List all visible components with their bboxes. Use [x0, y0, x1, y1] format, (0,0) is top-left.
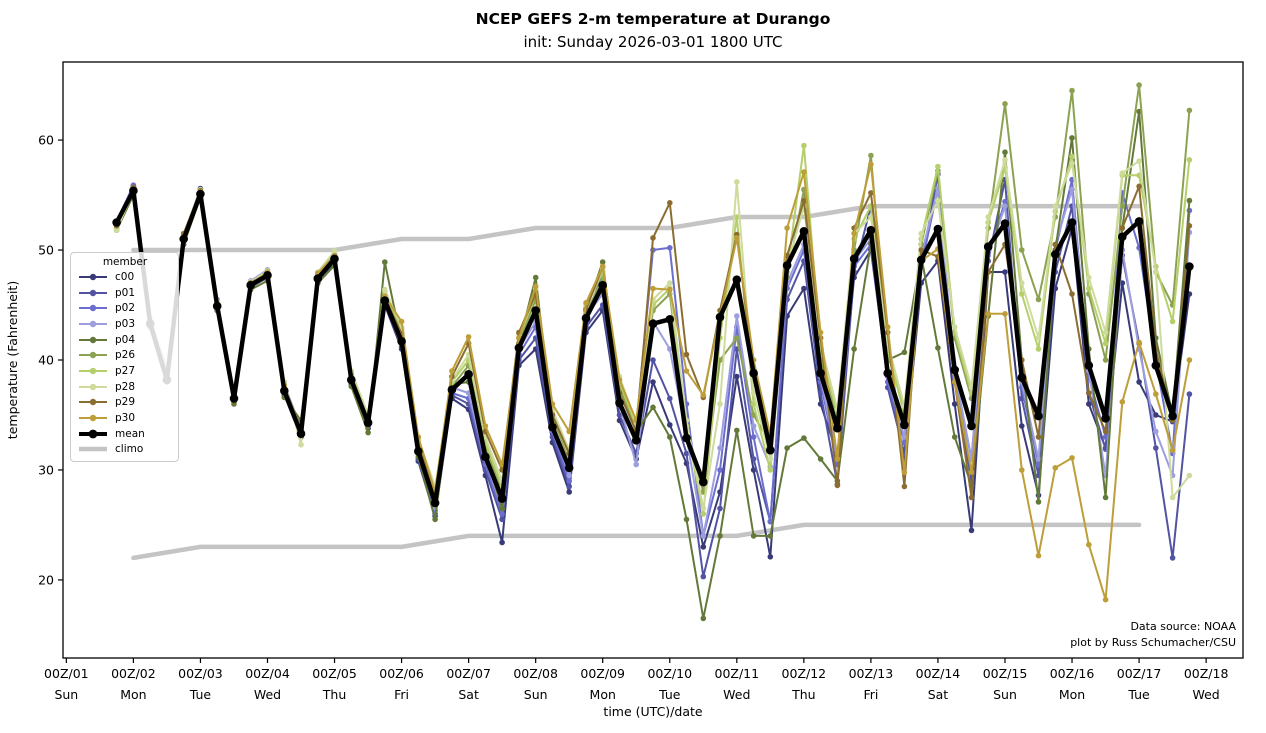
- data-source-note: Data source: NOAA: [1130, 620, 1236, 633]
- legend-label: p29: [115, 396, 136, 409]
- legend-line-sample: [79, 447, 107, 452]
- legend-label: p03: [115, 317, 136, 330]
- x-axis-label: time (UTC)/date: [603, 704, 702, 719]
- x-tick-label-utc: 00Z/14: [916, 666, 961, 681]
- legend-label: p28: [115, 380, 136, 393]
- legend-item-p29: p29: [78, 395, 172, 411]
- legend-item-c00: c00: [78, 269, 172, 285]
- x-tick-label-utc: 00Z/01: [44, 666, 89, 681]
- x-tick-label-utc: 00Z/07: [446, 666, 491, 681]
- legend-item-p01: p01: [78, 285, 172, 301]
- legend-item-p04: p04: [78, 332, 172, 348]
- x-tick-label-utc: 00Z/18: [1184, 666, 1229, 681]
- x-tick-label-day: Wed: [723, 687, 750, 702]
- legend-label: p26: [115, 349, 136, 362]
- legend-line-sample: [79, 399, 107, 406]
- x-tick-label-day: Fri: [394, 687, 409, 702]
- x-tick-label-day: Sat: [458, 687, 479, 702]
- legend-rows: c00 p01 p02 p03 p04 p26 p27 p28 p29 p30 mean climo: [78, 269, 172, 457]
- x-tick-label-utc: 00Z/16: [1050, 666, 1095, 681]
- legend-item-climo: climo: [78, 442, 172, 458]
- x-tick-label-utc: 00Z/09: [580, 666, 625, 681]
- x-tick-label-day: Wed: [1192, 687, 1219, 702]
- x-tick-label-utc: 00Z/17: [1117, 666, 1162, 681]
- chart-subtitle: init: Sunday 2026-03-01 1800 UTC: [523, 33, 782, 51]
- legend-label: mean: [115, 427, 145, 440]
- x-tick-label-utc: 00Z/15: [983, 666, 1028, 681]
- x-tick-label-utc: 00Z/03: [178, 666, 223, 681]
- legend-line-sample: [79, 305, 107, 312]
- legend-item-p03: p03: [78, 316, 172, 332]
- y-axis-label: temperature (Fahrenheit): [5, 281, 20, 439]
- x-tick-label-day: Mon: [120, 687, 146, 702]
- legend-item-mean: mean: [78, 426, 172, 442]
- y-tick-label: 40: [38, 353, 54, 368]
- x-tick-label-utc: 00Z/10: [647, 666, 692, 681]
- legend-label: p02: [115, 302, 136, 315]
- legend-label: p04: [115, 333, 136, 346]
- legend-title: member: [102, 256, 148, 268]
- legend-line-sample: [79, 352, 107, 359]
- legend-item-p28: p28: [78, 379, 172, 395]
- legend-line-sample: [79, 273, 107, 281]
- legend-label: climo: [115, 443, 144, 456]
- x-tick-label-day: Tue: [189, 687, 212, 702]
- legend-line-sample: [79, 320, 107, 328]
- x-tick-label-day: Fri: [863, 687, 878, 702]
- x-tick-label-day: Sun: [54, 687, 78, 702]
- chart-title: NCEP GEFS 2-m temperature at Durango: [476, 10, 831, 28]
- x-tick-label-day: Sun: [524, 687, 548, 702]
- axes-layer: 00Z/01 Sun 00Z/02 Mon 00Z/03 Tue 00Z/04 Wed 00Z/…: [38, 61, 1244, 702]
- series-mean: [112, 186, 1194, 508]
- x-tick-label-day: Sun: [993, 687, 1017, 702]
- legend: member c00 p01 p02 p03 p04 p26 p27 p28 p29 p30 mea…: [70, 252, 179, 463]
- legend-item-p26: p26: [78, 347, 172, 363]
- legend-item-p27: p27: [78, 363, 172, 379]
- x-tick-label-day: Mon: [590, 687, 616, 702]
- y-tick-label: 60: [38, 133, 54, 148]
- x-tick-label-utc: 00Z/06: [379, 666, 424, 681]
- x-tick-label-day: Mon: [1059, 687, 1085, 702]
- series-layer: [112, 82, 1194, 622]
- credit-note: plot by Russ Schumacher/CSU: [1070, 636, 1236, 649]
- legend-label: p30: [115, 412, 136, 425]
- x-tick-label-utc: 00Z/08: [513, 666, 558, 681]
- x-tick-label-utc: 00Z/05: [312, 666, 357, 681]
- x-tick-label-utc: 00Z/12: [782, 666, 827, 681]
- x-tick-label-day: Thu: [322, 687, 346, 702]
- x-tick-label-day: Thu: [791, 687, 815, 702]
- legend-line-sample: [79, 414, 107, 422]
- y-tick-label: 50: [38, 243, 54, 258]
- x-tick-label-utc: 00Z/13: [849, 666, 894, 681]
- x-tick-label-utc: 00Z/02: [111, 666, 156, 681]
- x-tick-label-day: Sat: [928, 687, 949, 702]
- legend-label: p01: [115, 286, 136, 299]
- legend-line-sample: [79, 336, 107, 343]
- x-tick-label-day: Tue: [658, 687, 681, 702]
- legend-line-sample: [79, 289, 107, 296]
- x-tick-label-utc: 00Z/11: [715, 666, 760, 681]
- x-tick-label-day: Tue: [1127, 687, 1150, 702]
- legend-line-sample: [79, 367, 107, 375]
- y-tick-label: 30: [38, 462, 54, 477]
- legend-label: p27: [115, 364, 136, 377]
- legend-item-p02: p02: [78, 300, 172, 316]
- legend-line-sample: [79, 383, 107, 390]
- legend-line-sample: [79, 429, 107, 439]
- legend-item-p30: p30: [78, 410, 172, 426]
- x-tick-label-utc: 00Z/04: [245, 666, 290, 681]
- legend-label: c00: [115, 270, 135, 283]
- y-tick-label: 20: [38, 572, 54, 587]
- x-tick-label-day: Wed: [254, 687, 281, 702]
